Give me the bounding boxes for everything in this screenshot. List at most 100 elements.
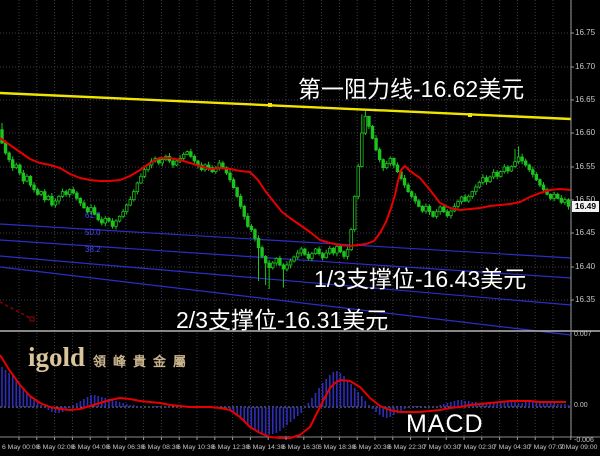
bear-candle	[206, 164, 211, 169]
igold-logo-text: igold	[28, 342, 86, 372]
macd-histogram-bar	[364, 401, 367, 407]
macd-histogram-bar	[90, 395, 92, 407]
fib-fan-line[interactable]	[0, 239, 572, 279]
bear-candle	[417, 200, 421, 207]
macd-histogram-bar	[250, 407, 253, 428]
macd-histogram-bar	[350, 384, 352, 407]
fib-fan-line[interactable]	[0, 266, 572, 336]
macd-histogram-bar	[446, 403, 449, 407]
support-one-third-annotation: 1/3支撑位-16.43美元	[314, 266, 527, 292]
bear-candle	[78, 197, 83, 204]
trendline-handle[interactable]	[468, 113, 472, 117]
macd-histogram-bar	[157, 406, 160, 407]
time-axis-label: 7 May 04:30	[493, 444, 531, 451]
bull-candle	[388, 157, 393, 165]
macd-histogram-bar	[368, 405, 370, 407]
macd-histogram-bar	[503, 401, 506, 407]
price-axis-label: 16.45	[575, 228, 596, 237]
bear-candle	[242, 205, 246, 217]
macd-histogram-bar	[553, 403, 555, 407]
fib-fan-line[interactable]	[0, 255, 572, 306]
macd-histogram-bar	[83, 399, 85, 407]
bear-candle	[395, 164, 400, 173]
macd-histogram-bar	[492, 402, 495, 407]
macd-histogram-bar	[275, 407, 278, 433]
macd-histogram-bar	[47, 407, 50, 410]
bull-candle	[499, 171, 503, 177]
macd-histogram-bar	[311, 398, 313, 407]
macd-histogram-bar	[133, 405, 135, 407]
macd-histogram-bar	[460, 400, 463, 407]
macd-axis-label: -0.006	[574, 437, 594, 444]
macd-histogram-bar	[271, 407, 274, 434]
fib-fan-line[interactable]	[0, 223, 572, 259]
bear-candle	[303, 248, 307, 255]
bull-candle	[563, 199, 567, 203]
macd-histogram-bar	[4, 370, 7, 407]
macd-histogram-bar	[279, 407, 281, 431]
support-two-thirds-annotation: 2/3支撑位-16.31美元	[176, 307, 389, 333]
bear-candle	[71, 189, 75, 194]
macd-histogram-bar	[385, 407, 388, 418]
bull-candle	[434, 211, 439, 217]
price-axis-label: 16.75	[575, 28, 596, 37]
macd-histogram-bar	[293, 407, 295, 419]
macd-histogram-bar	[232, 407, 235, 413]
resistance-trendline[interactable]	[0, 91, 572, 121]
trendline-handle[interactable]	[268, 103, 272, 107]
bull-candle	[39, 191, 43, 195]
macd-histogram-bar	[129, 405, 132, 407]
macd-histogram-bar	[115, 401, 117, 407]
bear-candle	[192, 155, 197, 162]
bear-candle	[527, 164, 531, 171]
bear-candle	[381, 159, 385, 169]
bear-candle	[0, 129, 4, 144]
bull-candle	[271, 262, 275, 269]
bull-candle	[117, 215, 122, 222]
bear-candle	[246, 215, 250, 227]
bull-candle	[14, 164, 18, 169]
bull-candle	[288, 260, 293, 266]
bull-candle	[552, 193, 556, 199]
trendline-handle[interactable]	[29, 316, 35, 322]
bull-candle	[488, 176, 492, 183]
macd-histogram-bar	[378, 407, 381, 415]
macd-histogram-bar	[321, 383, 324, 407]
bull-candle	[132, 191, 136, 201]
bull-candle	[335, 245, 339, 254]
bull-candle	[491, 171, 496, 178]
bear-candle	[100, 219, 104, 224]
macd-histogram-bar	[418, 406, 420, 407]
macd-histogram-bar	[314, 393, 317, 407]
bear-candle	[43, 191, 47, 201]
bull-candle	[217, 162, 222, 169]
macd-histogram-bar	[542, 402, 545, 407]
bull-candle	[438, 206, 442, 213]
bear-candle	[331, 247, 336, 254]
dashed-red-trendline[interactable]	[0, 301, 33, 320]
macd-histogram-bar	[396, 407, 399, 413]
macd-histogram-bar	[300, 407, 303, 413]
macd-histogram-bar	[93, 395, 96, 407]
time-axis-label: 6 May 20:30	[353, 444, 391, 451]
bear-candle	[538, 179, 542, 186]
bear-candle	[235, 187, 239, 197]
bull-candle	[449, 210, 453, 217]
macd-histogram-bar	[282, 407, 285, 428]
bear-candle	[463, 196, 467, 202]
macd-histogram-bar	[524, 402, 527, 407]
bear-candle	[28, 175, 33, 186]
macd-histogram-bar	[65, 407, 67, 410]
bear-candle	[82, 202, 86, 209]
time-axis-label: 7 May 00:30	[423, 444, 461, 451]
macd-histogram-bar	[535, 401, 538, 407]
macd-histogram-bar	[26, 392, 28, 407]
macd-histogram-bar	[528, 402, 531, 407]
time-axis-label: 6 May 18:30	[318, 444, 356, 451]
bull-candle	[53, 200, 58, 206]
macd-histogram-bar	[425, 407, 427, 408]
macd-histogram-bar	[439, 405, 441, 407]
bull-candle	[360, 132, 364, 167]
macd-histogram-bar	[243, 407, 246, 422]
